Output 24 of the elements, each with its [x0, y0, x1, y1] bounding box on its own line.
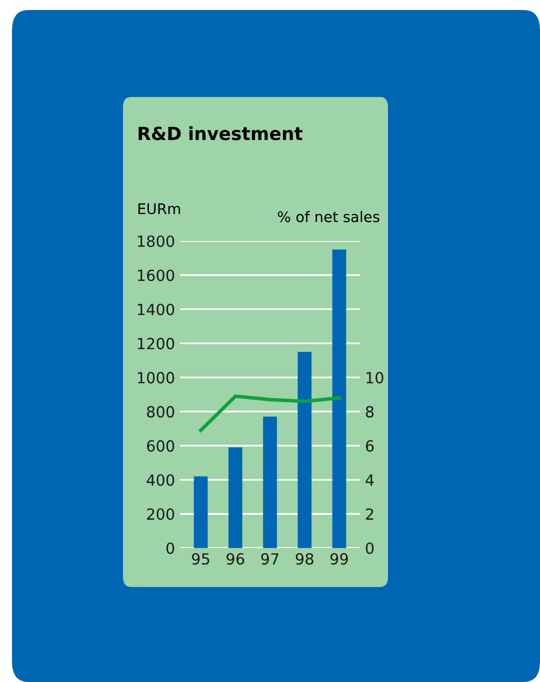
y-tick-label: 200: [147, 508, 174, 520]
y-tick-label: 0: [166, 542, 174, 554]
y2-tick-label: 4: [366, 474, 374, 486]
y-tick-label: 1600: [138, 270, 174, 282]
y-tick-label: 400: [146, 474, 174, 486]
y-tick-label: 1800: [138, 235, 174, 248]
y-tick-label: 1000: [138, 372, 174, 384]
y-tick-label: 800: [147, 406, 174, 418]
y2-tick-label: 0: [366, 542, 374, 554]
y2-tick-label: 6: [366, 440, 374, 452]
y2-axis-title: % of net sales: [278, 210, 380, 222]
y-tick-label: 600: [147, 440, 174, 452]
x-tick-label: 96: [226, 553, 244, 565]
y2-tick-label: 10: [366, 372, 384, 384]
y2-tick-label: 8: [366, 406, 374, 418]
y-tick-label: 1200: [138, 338, 174, 350]
x-tick-label: 99: [330, 553, 348, 565]
x-tick-label: 95: [192, 553, 210, 565]
y2-tick-label: 2: [366, 508, 374, 520]
x-tick-label: 97: [261, 553, 278, 565]
y-axis-title: EURm: [138, 203, 180, 214]
y-tick-label: 1400: [138, 304, 174, 316]
x-tick-label: 98: [296, 553, 314, 565]
chart-title: R&D investment: [138, 126, 302, 140]
